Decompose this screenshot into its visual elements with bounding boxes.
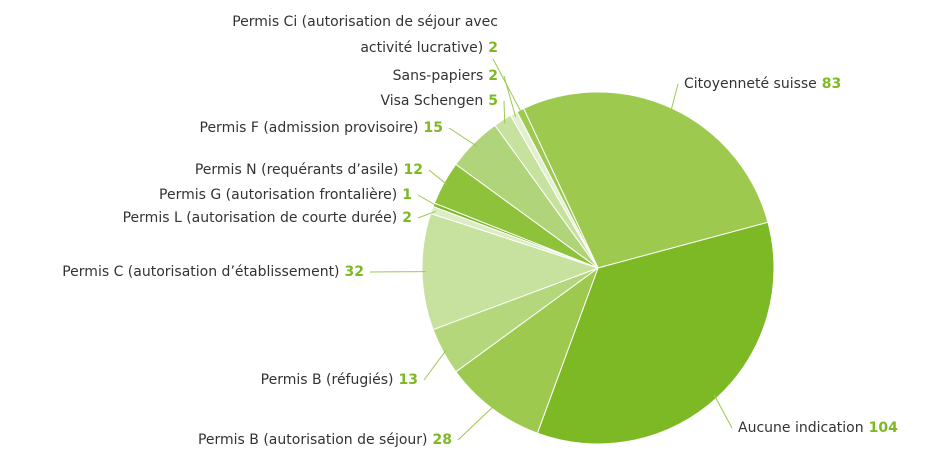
label-name: Aucune indication: [738, 420, 864, 436]
leader-line: [713, 394, 733, 429]
label-value: 104: [868, 420, 898, 436]
label-value: 2: [488, 40, 498, 56]
slice: [455, 266, 600, 434]
leader-line: [457, 404, 495, 441]
slice-label: Permis L (autorisation de courte durée) 2: [123, 205, 412, 231]
label-name: Permis G (autorisation frontalière): [159, 187, 398, 203]
label-name: Permis B (réfugiés): [260, 372, 394, 388]
label-value: 32: [344, 264, 364, 280]
label-name: Permis B (autorisation de séjour): [197, 432, 428, 448]
slice-label: Permis N (requérants d’asile) 12: [195, 157, 423, 183]
label-value: 2: [402, 210, 412, 226]
leader-line: [492, 58, 523, 114]
label-value: 83: [821, 76, 842, 92]
slice-label: Permis B (autorisation de séjour) 28: [198, 427, 452, 452]
slice-label: Permis F (admission provisoire) 15: [200, 115, 444, 141]
leader-line: [670, 83, 679, 113]
label-name: Permis C (autorisation d’établissement): [62, 264, 340, 280]
label-name: Visa Schengen: [380, 93, 484, 109]
slice-label: Sans-papiers 2: [393, 63, 498, 89]
label-name: Permis N (requérants d’asile): [194, 162, 399, 178]
slice-label: Permis C (autorisation d’établissement) 3…: [62, 259, 364, 285]
label-value: 12: [403, 162, 423, 178]
leader-line: [448, 127, 477, 147]
slice-label: Permis Ci (autorisation de séjour avec a…: [198, 9, 498, 61]
label-value: 15: [423, 120, 443, 136]
slice: [536, 221, 775, 445]
label-name: Citoyenneté suisse: [684, 76, 817, 92]
leader-line: [417, 194, 438, 207]
label-value: 13: [398, 372, 418, 388]
label-name: Permis Ci (autorisation de séjour avec a…: [232, 14, 498, 56]
leader-line: [428, 169, 448, 186]
leader-line: [503, 100, 506, 124]
label-value: 28: [432, 432, 452, 448]
slice-label: Permis G (autorisation frontalière) 1: [159, 182, 412, 208]
slice: [522, 91, 769, 269]
label-value: 5: [488, 93, 498, 109]
slice-label: Aucune indication 104: [738, 415, 898, 441]
label-name: Permis F (admission provisoire): [199, 120, 419, 136]
label-value: 2: [488, 68, 498, 84]
label-value: 1: [402, 187, 412, 203]
label-name: Sans-papiers: [392, 68, 484, 84]
leader-line: [417, 210, 436, 219]
slice-label: Permis B (réfugiés) 13: [261, 367, 418, 393]
slice-label: Citoyenneté suisse 83: [684, 71, 841, 97]
leader-line: [423, 349, 447, 381]
slice-label: Visa Schengen 5: [380, 88, 498, 114]
label-name: Permis L (autorisation de courte durée): [122, 210, 398, 226]
